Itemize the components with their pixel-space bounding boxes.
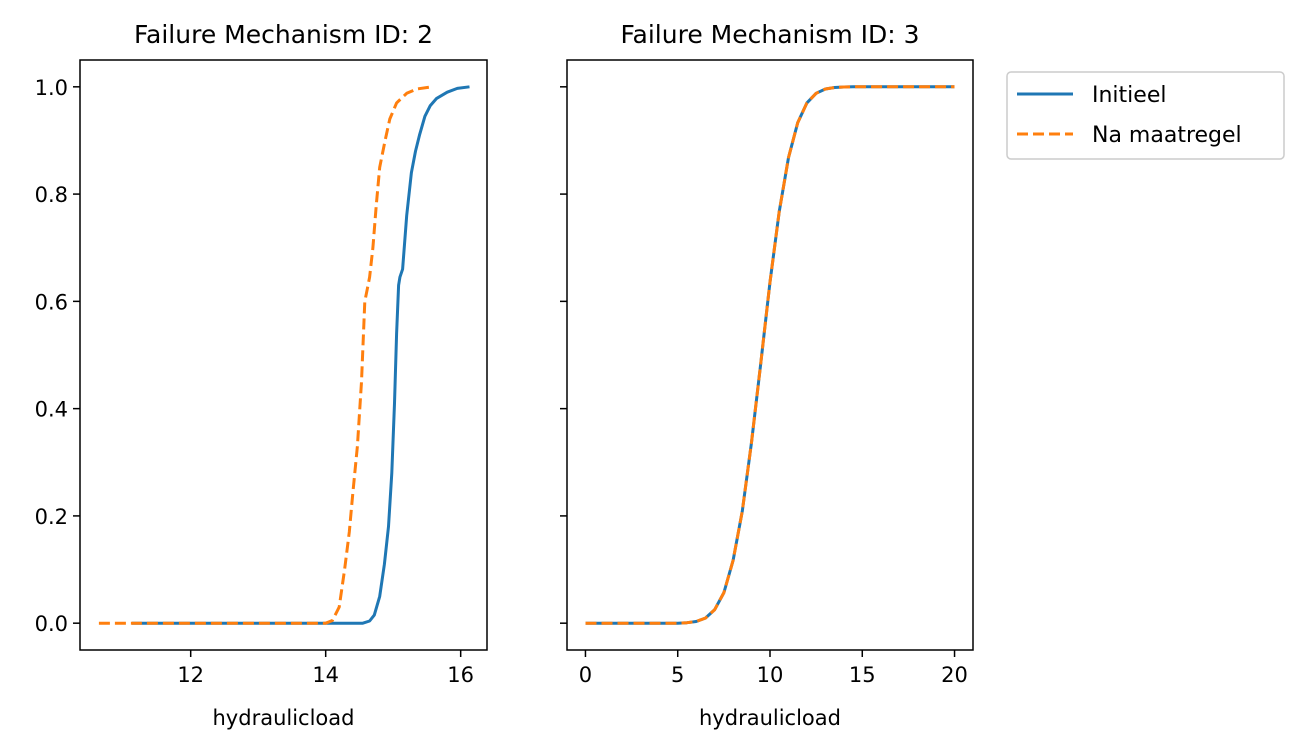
x-axis-label: hydraulicload [699,706,841,730]
y-tick-label: 0.4 [35,398,68,422]
subplot-title: Failure Mechanism ID: 3 [620,20,919,49]
x-tick-label: 10 [757,663,784,687]
subplot-title: Failure Mechanism ID: 2 [134,20,433,49]
x-tick-label: 5 [671,663,684,687]
y-tick-label: 0.8 [35,183,68,207]
x-axis-label: hydraulicload [213,706,355,730]
y-tick-label: 1.0 [35,76,68,100]
x-tick-label: 0 [579,663,592,687]
series-line-initieel [132,85,470,625]
x-tick-label: 20 [941,663,968,687]
y-tick-label: 0.6 [35,290,68,314]
axes-frame [566,59,974,651]
y-tick-label: 0.2 [35,505,68,529]
legend-label-na-maatregel: Na maatregel [1092,123,1242,148]
legend-frame [1006,71,1285,160]
legend: Initieel Na maatregel [1006,71,1285,160]
subplot-1: 12 14 16 0.0 0.2 0.4 0.6 0.8 1.0 Failure Mechanis… [35,20,488,730]
y-tick-label: 0.0 [35,612,68,636]
series-line-initieel [585,85,955,625]
x-tick-label: 14 [312,663,339,687]
x-tick-label: 12 [177,663,204,687]
subplot-2: 0 5 10 15 20 Failure Mechanism ID: 3 hydraulic… [560,20,974,730]
x-tick-label: 15 [849,663,876,687]
axes-frame [79,59,488,651]
x-tick-label: 16 [447,663,474,687]
series-line-na-maatregel [98,85,432,625]
series-line-na-maatregel [585,85,955,625]
legend-label-initieel: Initieel [1092,83,1166,108]
